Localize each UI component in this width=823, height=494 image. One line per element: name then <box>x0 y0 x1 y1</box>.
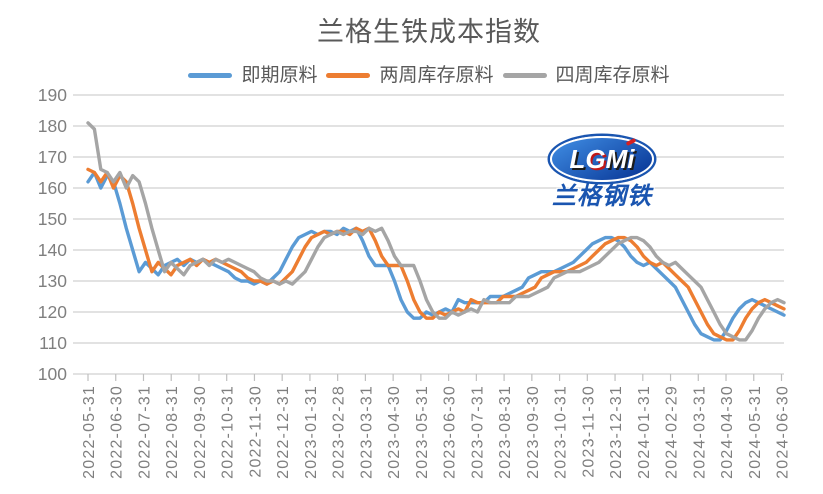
x-tick-label: 2024-02-29 <box>664 385 681 479</box>
x-tick-label: 2023-07-31 <box>469 385 486 479</box>
lgmi-logo-text: LGMi <box>569 146 634 172</box>
x-tick-label: 2024-06-30 <box>775 385 792 479</box>
x-tick-label: 2022-08-31 <box>164 385 181 479</box>
legend-label: 两周库存原料 <box>379 65 494 86</box>
y-axis-labels: 190 180 170 160 150 140 130 120 110 100 <box>38 85 67 384</box>
x-tick-label: 2022-12-31 <box>275 385 292 479</box>
y-tick-label: 180 <box>38 116 67 136</box>
x-axis-labels: 2022-05-31 2022-06-30 2022-07-31 2022-08-31… <box>81 385 792 479</box>
y-tick-label: 120 <box>38 302 67 322</box>
x-tick-label: 2022-09-30 <box>192 385 209 479</box>
y-tick-label: 110 <box>39 333 67 353</box>
series-line-2 <box>86 121 786 342</box>
y-tick-label: 170 <box>38 147 67 167</box>
x-tick-label: 2023-03-31 <box>358 385 375 479</box>
x-tick-label: 2022-10-31 <box>220 385 237 479</box>
x-tick-label: 2023-02-28 <box>331 385 348 479</box>
x-axis-ticks <box>87 374 783 381</box>
x-tick-label: 2023-04-30 <box>386 385 403 479</box>
y-gridlines <box>73 94 784 375</box>
logo-letter-l: L <box>569 144 586 174</box>
legend-item-0: 即期原料 <box>188 66 317 85</box>
x-tick-label: 2023-06-30 <box>442 385 459 479</box>
legend: 即期原料 两周库存原料 四周库存原料 <box>34 66 823 85</box>
x-tick-label: 2022-11-30 <box>247 385 264 478</box>
legend-item-1: 两周库存原料 <box>326 65 494 86</box>
legend-label: 即期原料 <box>241 65 318 86</box>
x-tick-label: 2022-07-31 <box>136 385 153 479</box>
x-tick-label: 2023-10-31 <box>553 385 570 479</box>
y-tick-label: 140 <box>38 240 67 260</box>
x-tick-label: 2024-03-31 <box>691 385 708 479</box>
logo-letter-mi: Mi <box>605 144 635 174</box>
x-tick-label: 2023-12-31 <box>608 385 625 479</box>
legend-swatch-icon <box>502 73 547 78</box>
x-tick-label: 2023-01-31 <box>303 385 320 479</box>
y-tick-label: 190 <box>38 85 67 105</box>
legend-item-2: 四周库存原料 <box>502 65 670 86</box>
lgmi-logo-ellipse: LGMi <box>550 136 654 182</box>
logo-letter-g: G <box>585 144 606 174</box>
x-tick-label: 2023-11-30 <box>580 385 597 478</box>
x-tick-label: 2023-08-31 <box>497 385 514 479</box>
x-tick-label: 2022-06-30 <box>109 385 126 479</box>
x-tick-label: 2023-09-30 <box>525 385 542 479</box>
legend-label: 四周库存原料 <box>555 65 670 86</box>
y-tick-label: 150 <box>38 209 67 229</box>
y-tick-label: 130 <box>38 271 67 291</box>
legend-swatch-icon <box>188 73 233 78</box>
y-tick-label: 160 <box>38 178 67 198</box>
x-tick-label: 2024-04-30 <box>719 385 736 479</box>
chart-title: 兰格生铁成本指数 <box>317 17 541 47</box>
lgmi-logo-subtext: 兰格钢铁 <box>552 183 652 210</box>
x-tick-label: 2023-05-31 <box>414 385 431 479</box>
legend-swatch-icon <box>326 73 371 78</box>
x-tick-label: 2024-05-31 <box>747 385 764 479</box>
x-tick-label: 2022-05-31 <box>81 385 98 479</box>
y-tick-label: 100 <box>38 364 67 384</box>
lgmi-logo: LGMi 兰格钢铁 <box>541 136 663 210</box>
x-tick-label: 2024-01-31 <box>636 385 653 479</box>
